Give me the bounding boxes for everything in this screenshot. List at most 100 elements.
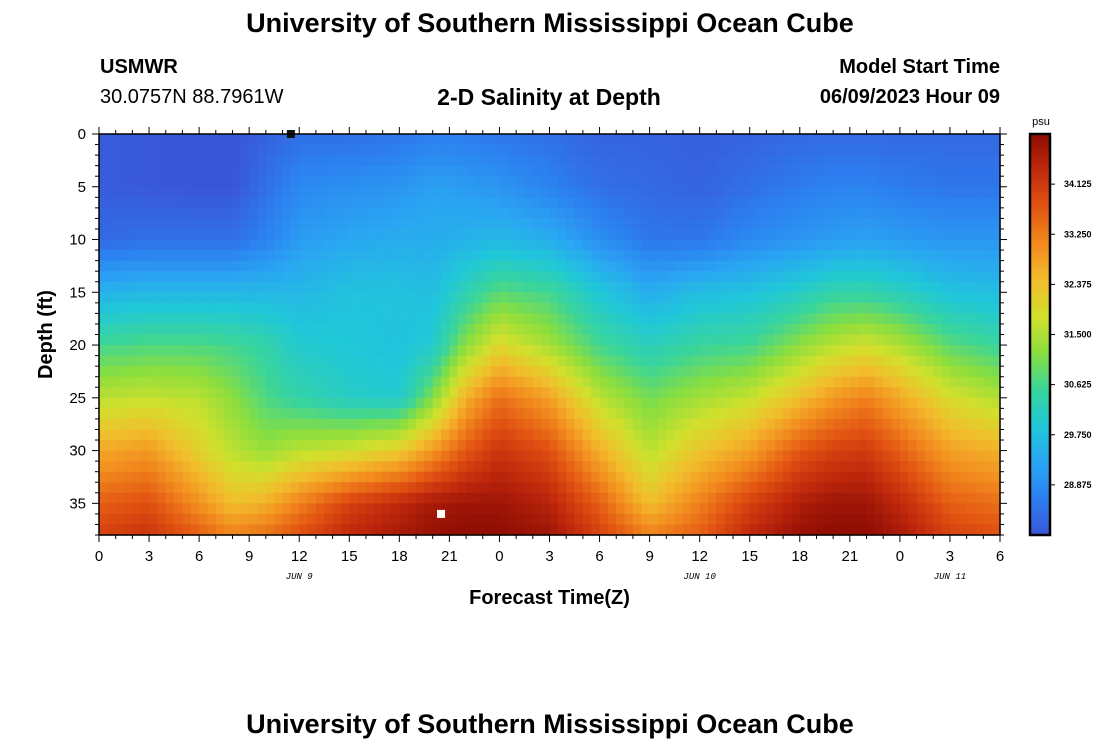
heatmap-cell [682, 186, 692, 198]
heatmap-cell [532, 471, 542, 483]
heatmap-cell [482, 418, 492, 431]
heatmap-cell [916, 482, 926, 494]
heatmap-cell [324, 334, 334, 346]
heatmap-cell [557, 397, 567, 409]
heatmap-cell [124, 323, 133, 336]
heatmap-cell [99, 197, 108, 209]
heatmap-cell [257, 513, 267, 526]
heatmap-cell [941, 366, 951, 378]
heatmap-cell [124, 492, 133, 504]
heatmap-cell [966, 461, 976, 473]
heatmap-cell [357, 513, 367, 526]
heatmap-cell [883, 292, 893, 304]
heatmap-cell [949, 281, 959, 293]
heatmap-cell [149, 271, 158, 283]
heatmap-cell [491, 366, 501, 378]
heatmap-cell [883, 524, 893, 536]
heatmap-cell [791, 482, 801, 494]
heatmap-cell [449, 302, 459, 314]
heatmap-cell [624, 397, 634, 409]
heatmap-cell [340, 228, 350, 241]
heatmap-cell [340, 418, 350, 431]
heatmap-cell [766, 482, 776, 494]
heatmap-cell [983, 492, 993, 504]
heatmap-cell [149, 134, 158, 146]
heatmap-cell [616, 260, 626, 272]
heatmap-cell [624, 155, 634, 167]
heatmap-cell [290, 165, 300, 177]
heatmap-cell [140, 239, 150, 251]
heatmap-cell [899, 197, 909, 209]
heatmap-cell [566, 239, 576, 251]
heatmap-cell [257, 376, 267, 388]
heatmap-cell [349, 366, 359, 378]
heatmap-cell [682, 165, 692, 177]
heatmap-cell [441, 524, 450, 536]
heatmap-cell [749, 155, 759, 167]
heatmap-cell [457, 387, 467, 399]
heatmap-cell [991, 260, 1001, 272]
heatmap-cell [591, 144, 601, 156]
heatmap-cell [282, 281, 292, 293]
heatmap-cell [891, 334, 901, 346]
heatmap-cell [124, 450, 133, 462]
heatmap-cell [624, 387, 634, 399]
heatmap-cell [382, 355, 392, 367]
heatmap-cell [849, 345, 859, 357]
heatmap-cell [774, 461, 784, 473]
heatmap-cell [240, 323, 250, 336]
heatmap-cell [574, 271, 584, 283]
heatmap-cell [941, 482, 951, 494]
heatmap-cell [874, 313, 884, 325]
heatmap-cell [674, 260, 684, 272]
heatmap-cell [140, 271, 150, 283]
heatmap-cell [974, 355, 984, 367]
heatmap-cell [908, 345, 918, 357]
heatmap-cell [174, 366, 184, 378]
heatmap-cell [524, 461, 534, 473]
colorbar-segment [1030, 225, 1050, 230]
heatmap-cell [265, 408, 275, 420]
heatmap-cell [507, 313, 517, 325]
heatmap-cell [140, 376, 150, 388]
heatmap-cell [516, 503, 526, 515]
heatmap-cell [891, 376, 901, 388]
heatmap-cell [607, 250, 617, 262]
heatmap-cell [340, 292, 350, 304]
heatmap-cell [607, 176, 617, 188]
heatmap-cell [599, 492, 609, 504]
heatmap-cell [282, 197, 292, 209]
heatmap-cell [824, 134, 834, 146]
heatmap-cell [749, 471, 759, 483]
heatmap-cell [666, 513, 676, 526]
heatmap-cell [157, 513, 167, 526]
heatmap-cell [365, 228, 375, 241]
heatmap-cell [165, 228, 175, 241]
heatmap-cell [566, 408, 576, 420]
heatmap-cell [416, 218, 425, 230]
heatmap-cell [541, 207, 551, 220]
heatmap-cell [157, 429, 167, 441]
heatmap-cell [799, 260, 809, 272]
heatmap-cell [974, 429, 984, 441]
heatmap-cell [941, 197, 951, 209]
heatmap-cell [165, 408, 175, 420]
heatmap-cell [224, 366, 234, 378]
heatmap-cell [491, 218, 501, 230]
heatmap-cell [574, 429, 584, 441]
heatmap-cell [324, 461, 334, 473]
heatmap-cell [516, 186, 526, 198]
heatmap-cell [240, 334, 250, 346]
heatmap-cell [140, 408, 150, 420]
heatmap-cell [541, 345, 551, 357]
heatmap-cell [499, 186, 509, 198]
heatmap-cell [858, 260, 868, 272]
heatmap-cell [741, 345, 751, 357]
heatmap-cell [766, 524, 776, 536]
heatmap-cell [140, 524, 150, 536]
heatmap-cell [365, 397, 375, 409]
heatmap-cell [165, 366, 175, 378]
heatmap-cell [949, 155, 959, 167]
heatmap-cell [115, 513, 125, 526]
heatmap-cell [674, 207, 684, 220]
